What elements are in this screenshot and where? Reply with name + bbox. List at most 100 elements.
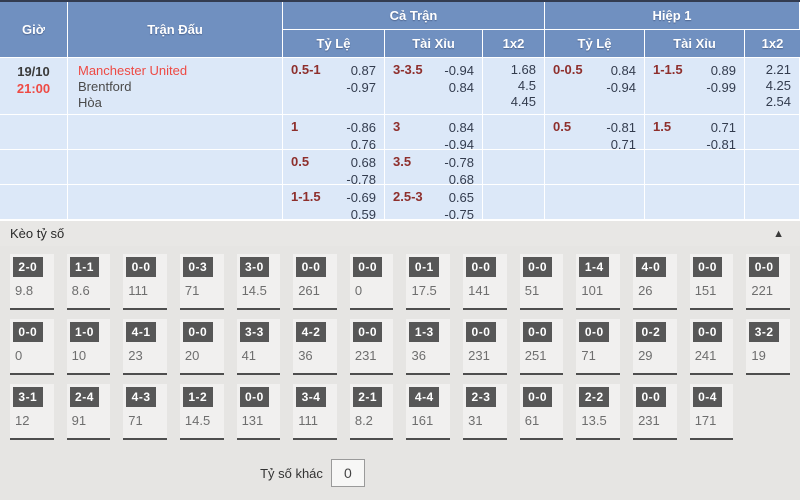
score-card[interactable]: 0-0 251 bbox=[519, 319, 564, 375]
score-card[interactable]: 2-3 31 bbox=[463, 384, 507, 440]
ft-1x2-away[interactable]: 4.45 bbox=[510, 94, 536, 109]
h1-1x2-cell[interactable] bbox=[745, 150, 800, 185]
score-card[interactable]: 1-3 36 bbox=[406, 319, 451, 375]
score-card[interactable]: 0-4 171 bbox=[689, 384, 734, 440]
ft-1x2-cell[interactable] bbox=[483, 115, 545, 150]
ft-under-odds[interactable]: -0.75 bbox=[444, 207, 474, 220]
ft-under-odds[interactable]: -0.94 bbox=[444, 137, 474, 150]
score-card[interactable]: 0-0 20 bbox=[179, 319, 224, 375]
score-card[interactable]: 0-0 231 bbox=[633, 384, 677, 440]
h1-handicap-cell[interactable]: 0-0.5 0.84 -0.94 bbox=[545, 58, 645, 115]
h1-handicap-away-odds[interactable]: -0.94 bbox=[606, 80, 636, 95]
ft-handicap-away-odds[interactable]: -0.78 bbox=[346, 172, 376, 185]
score-card[interactable]: 3-4 111 bbox=[293, 384, 337, 440]
h1-1x2-draw[interactable]: 4.25 bbox=[765, 78, 791, 93]
h1-1x2-cell[interactable] bbox=[745, 115, 800, 150]
h1-over-under-cell[interactable] bbox=[645, 150, 745, 185]
score-card[interactable]: 3-3 41 bbox=[236, 319, 281, 375]
score-card[interactable]: 0-0 221 bbox=[746, 254, 790, 310]
score-card[interactable]: 2-4 91 bbox=[66, 384, 111, 440]
score-card[interactable]: 3-0 14.5 bbox=[236, 254, 281, 310]
other-score-label: Tỷ số khác bbox=[260, 465, 323, 481]
score-card[interactable]: 0-0 0 bbox=[349, 254, 394, 310]
h1-1x2-home[interactable]: 2.21 bbox=[765, 62, 791, 77]
ft-handicap-cell[interactable]: 0.5 0.68 -0.78 bbox=[283, 150, 385, 185]
score-odds: 231 bbox=[468, 348, 490, 363]
score-card[interactable]: 0-0 71 bbox=[576, 319, 621, 375]
score-card[interactable]: 2-0 9.8 bbox=[10, 254, 54, 310]
score-card[interactable]: 0-0 111 bbox=[123, 254, 167, 310]
ft-under-odds[interactable]: 0.68 bbox=[448, 172, 474, 185]
h1-over-under-cell[interactable]: 1-1.5 0.89 -0.99 bbox=[645, 58, 745, 115]
h1-handicap-cell[interactable] bbox=[545, 185, 645, 220]
score-card[interactable]: 0-2 29 bbox=[633, 319, 677, 375]
score-card[interactable]: 0-0 0 bbox=[10, 319, 54, 375]
score-card[interactable]: 0-0 61 bbox=[519, 384, 564, 440]
ft-1x2-home[interactable]: 1.68 bbox=[510, 62, 536, 77]
ft-1x2-cell[interactable]: 1.68 4.5 4.45 bbox=[483, 58, 545, 115]
score-card[interactable]: 0-0 151 bbox=[689, 254, 734, 310]
score-card[interactable]: 2-1 8.2 bbox=[349, 384, 394, 440]
score-card[interactable]: 0-0 231 bbox=[349, 319, 394, 375]
score-card[interactable]: 1-0 10 bbox=[66, 319, 111, 375]
ft-handicap-home-odds[interactable]: 0.87 bbox=[350, 63, 376, 78]
score-card[interactable]: 0-0 131 bbox=[236, 384, 281, 440]
h1-1x2-cell[interactable] bbox=[745, 185, 800, 220]
ft-handicap-home-odds[interactable]: -0.69 bbox=[346, 190, 376, 205]
h1-handicap-away-odds[interactable]: 0.71 bbox=[610, 137, 636, 150]
ft-over-odds[interactable]: 0.65 bbox=[448, 190, 474, 205]
score-card[interactable]: 3-1 12 bbox=[10, 384, 54, 440]
ft-1x2-cell[interactable] bbox=[483, 185, 545, 220]
ft-over-odds[interactable]: 0.84 bbox=[448, 120, 474, 135]
score-card[interactable]: 0-0 51 bbox=[519, 254, 564, 310]
score-card[interactable]: 3-2 19 bbox=[746, 319, 790, 375]
h1-over-odds[interactable]: 0.71 bbox=[710, 120, 736, 135]
score-card[interactable]: 4-1 23 bbox=[123, 319, 167, 375]
h1-handicap-home-odds[interactable]: 0.84 bbox=[610, 63, 636, 78]
ft-handicap-away-odds[interactable]: -0.97 bbox=[346, 80, 376, 95]
h1-handicap-home-odds[interactable]: -0.81 bbox=[606, 120, 636, 135]
h1-1x2-cell[interactable]: 2.21 4.25 2.54 bbox=[745, 58, 800, 115]
score-card[interactable]: 2-2 13.5 bbox=[576, 384, 621, 440]
score-card[interactable]: 0-0 261 bbox=[293, 254, 337, 310]
ft-handicap-cell[interactable]: 1-1.5 -0.69 0.59 bbox=[283, 185, 385, 220]
score-card[interactable]: 0-3 71 bbox=[179, 254, 224, 310]
collapse-arrow-icon[interactable]: ▲ bbox=[773, 227, 784, 240]
score-card[interactable]: 1-2 14.5 bbox=[179, 384, 224, 440]
correct-score-section-header[interactable]: Kèo tỷ số ▲ bbox=[0, 220, 800, 246]
score-card[interactable]: 1-1 8.6 bbox=[66, 254, 111, 310]
ft-handicap-home-odds[interactable]: -0.86 bbox=[346, 120, 376, 135]
h1-under-odds[interactable]: -0.81 bbox=[706, 137, 736, 150]
ft-over-under-cell[interactable]: 3 0.84 -0.94 bbox=[385, 115, 483, 150]
ft-1x2-draw[interactable]: 4.5 bbox=[517, 78, 536, 93]
score-card[interactable]: 0-0 231 bbox=[463, 319, 507, 375]
ft-over-under-cell[interactable]: 2.5-3 0.65 -0.75 bbox=[385, 185, 483, 220]
ft-handicap-cell[interactable]: 0.5-1 0.87 -0.97 bbox=[283, 58, 385, 115]
h1-over-under-cell[interactable] bbox=[645, 185, 745, 220]
score-card[interactable]: 4-3 71 bbox=[123, 384, 167, 440]
ft-over-under-cell[interactable]: 3-3.5 -0.94 0.84 bbox=[385, 58, 483, 115]
h1-under-odds[interactable]: -0.99 bbox=[706, 80, 736, 95]
score-card[interactable]: 0-0 241 bbox=[689, 319, 734, 375]
other-score-odds-box[interactable]: 0 bbox=[330, 459, 365, 487]
score-card[interactable]: 0-1 17.5 bbox=[406, 254, 451, 310]
ft-1x2-cell[interactable] bbox=[483, 150, 545, 185]
score-card[interactable]: 1-4 101 bbox=[576, 254, 621, 310]
h1-over-odds[interactable]: 0.89 bbox=[710, 63, 736, 78]
ft-handicap-away-odds[interactable]: 0.59 bbox=[350, 207, 376, 220]
score-card[interactable]: 4-2 36 bbox=[293, 319, 337, 375]
ft-over-odds[interactable]: -0.94 bbox=[444, 63, 474, 78]
ft-handicap-away-odds[interactable]: 0.76 bbox=[350, 137, 376, 150]
score-card[interactable]: 4-0 26 bbox=[633, 254, 677, 310]
h1-handicap-cell[interactable] bbox=[545, 150, 645, 185]
ft-under-odds[interactable]: 0.84 bbox=[448, 80, 474, 95]
h1-over-under-cell[interactable]: 1.5 0.71 -0.81 bbox=[645, 115, 745, 150]
ft-over-under-cell[interactable]: 3.5 -0.78 0.68 bbox=[385, 150, 483, 185]
score-card[interactable]: 0-0 141 bbox=[463, 254, 507, 310]
ft-handicap-cell[interactable]: 1 -0.86 0.76 bbox=[283, 115, 385, 150]
h1-handicap-cell[interactable]: 0.5 -0.81 0.71 bbox=[545, 115, 645, 150]
h1-1x2-away[interactable]: 2.54 bbox=[765, 94, 791, 109]
ft-over-odds[interactable]: -0.78 bbox=[444, 155, 474, 170]
ft-handicap-home-odds[interactable]: 0.68 bbox=[350, 155, 376, 170]
score-card[interactable]: 4-4 161 bbox=[406, 384, 451, 440]
